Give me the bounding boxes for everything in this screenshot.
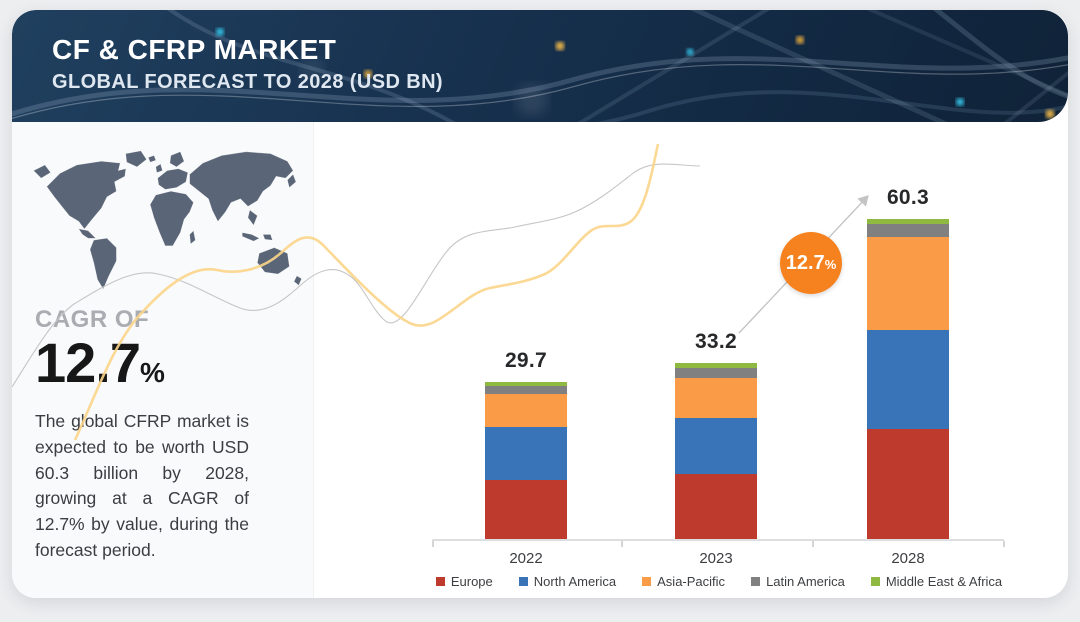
x-axis-tick xyxy=(432,541,434,547)
legend-label: Middle East & Africa xyxy=(885,574,1003,589)
legend-label: Asia-Pacific xyxy=(657,574,726,589)
legend-label: Latin America xyxy=(766,574,845,589)
bar-segment-2028-middle-east-africa xyxy=(867,219,949,225)
legend-swatch xyxy=(642,577,652,586)
legend-label: North America xyxy=(533,574,617,589)
x-axis-tick xyxy=(621,541,623,547)
bar-segment-2028-latin-america xyxy=(867,224,949,237)
legend-item: Asia-Pacific xyxy=(642,574,725,589)
bar-segment-2022-latin-america xyxy=(485,386,567,395)
content-area: CAGR OF 12.7% The global CFRP market is … xyxy=(12,122,1068,598)
legend-swatch xyxy=(870,577,880,586)
bar-segment-2023-north-america xyxy=(675,417,757,475)
chart-legend: Europe North America Asia-Pacific Latin Ame… xyxy=(432,574,1006,589)
category-label: 2022 xyxy=(509,550,543,567)
page-title: CF & CFRP MARKET xyxy=(52,34,337,65)
legend-swatch xyxy=(751,577,761,586)
bar-segment-2028-europe xyxy=(867,429,949,539)
bar-segment-2022-europe xyxy=(485,479,567,539)
bar-total-label: 29.7 xyxy=(504,348,548,372)
bar-segment-2023-middle-east-africa xyxy=(675,363,757,368)
bar-total-label: 33.2 xyxy=(694,330,738,354)
bar-segment-2023-europe xyxy=(675,474,757,539)
bar-segment-2022-north-america xyxy=(485,426,567,480)
bar-segment-2028-north-america xyxy=(867,330,949,430)
stacked-bar-chart: 29.7 2022 33.2 2023 60.3 2028 Europe North Amer… xyxy=(12,122,1068,598)
bar-segment-2023-latin-america xyxy=(675,367,757,378)
legend-item: Middle East & Africa xyxy=(870,574,1003,589)
cagr-badge-percent-sign: % xyxy=(824,257,837,272)
fiber-optic-art xyxy=(12,10,1068,122)
bar-segment-2022-middle-east-africa xyxy=(485,381,567,387)
category-label: 2023 xyxy=(699,550,733,567)
bar-segment-2022-asia-pacific xyxy=(485,394,567,427)
cagr-badge-value: 12.7 xyxy=(785,251,825,274)
x-axis-tick xyxy=(1003,541,1005,547)
category-label: 2028 xyxy=(891,550,925,567)
legend-swatch xyxy=(518,577,528,586)
legend-item: North America xyxy=(518,574,617,589)
bar-total-label: 60.3 xyxy=(886,186,930,210)
page-subtitle: GLOBAL FORECAST TO 2028 (USD BN) xyxy=(52,71,443,93)
legend-swatch xyxy=(435,577,445,586)
legend-item: Europe xyxy=(435,574,493,589)
x-axis xyxy=(432,539,1004,541)
x-axis-tick xyxy=(812,541,814,547)
legend-item: Latin America xyxy=(751,574,845,589)
cagr-badge: 12.7 % xyxy=(780,232,842,294)
legend-label: Europe xyxy=(450,574,493,589)
bar-segment-2028-asia-pacific xyxy=(867,236,949,331)
main-card: CF & CFRP MARKET GLOBAL FORECAST TO 2028… xyxy=(12,10,1068,598)
header-banner: CF & CFRP MARKET GLOBAL FORECAST TO 2028… xyxy=(12,10,1068,122)
bar-segment-2023-asia-pacific xyxy=(675,377,757,418)
